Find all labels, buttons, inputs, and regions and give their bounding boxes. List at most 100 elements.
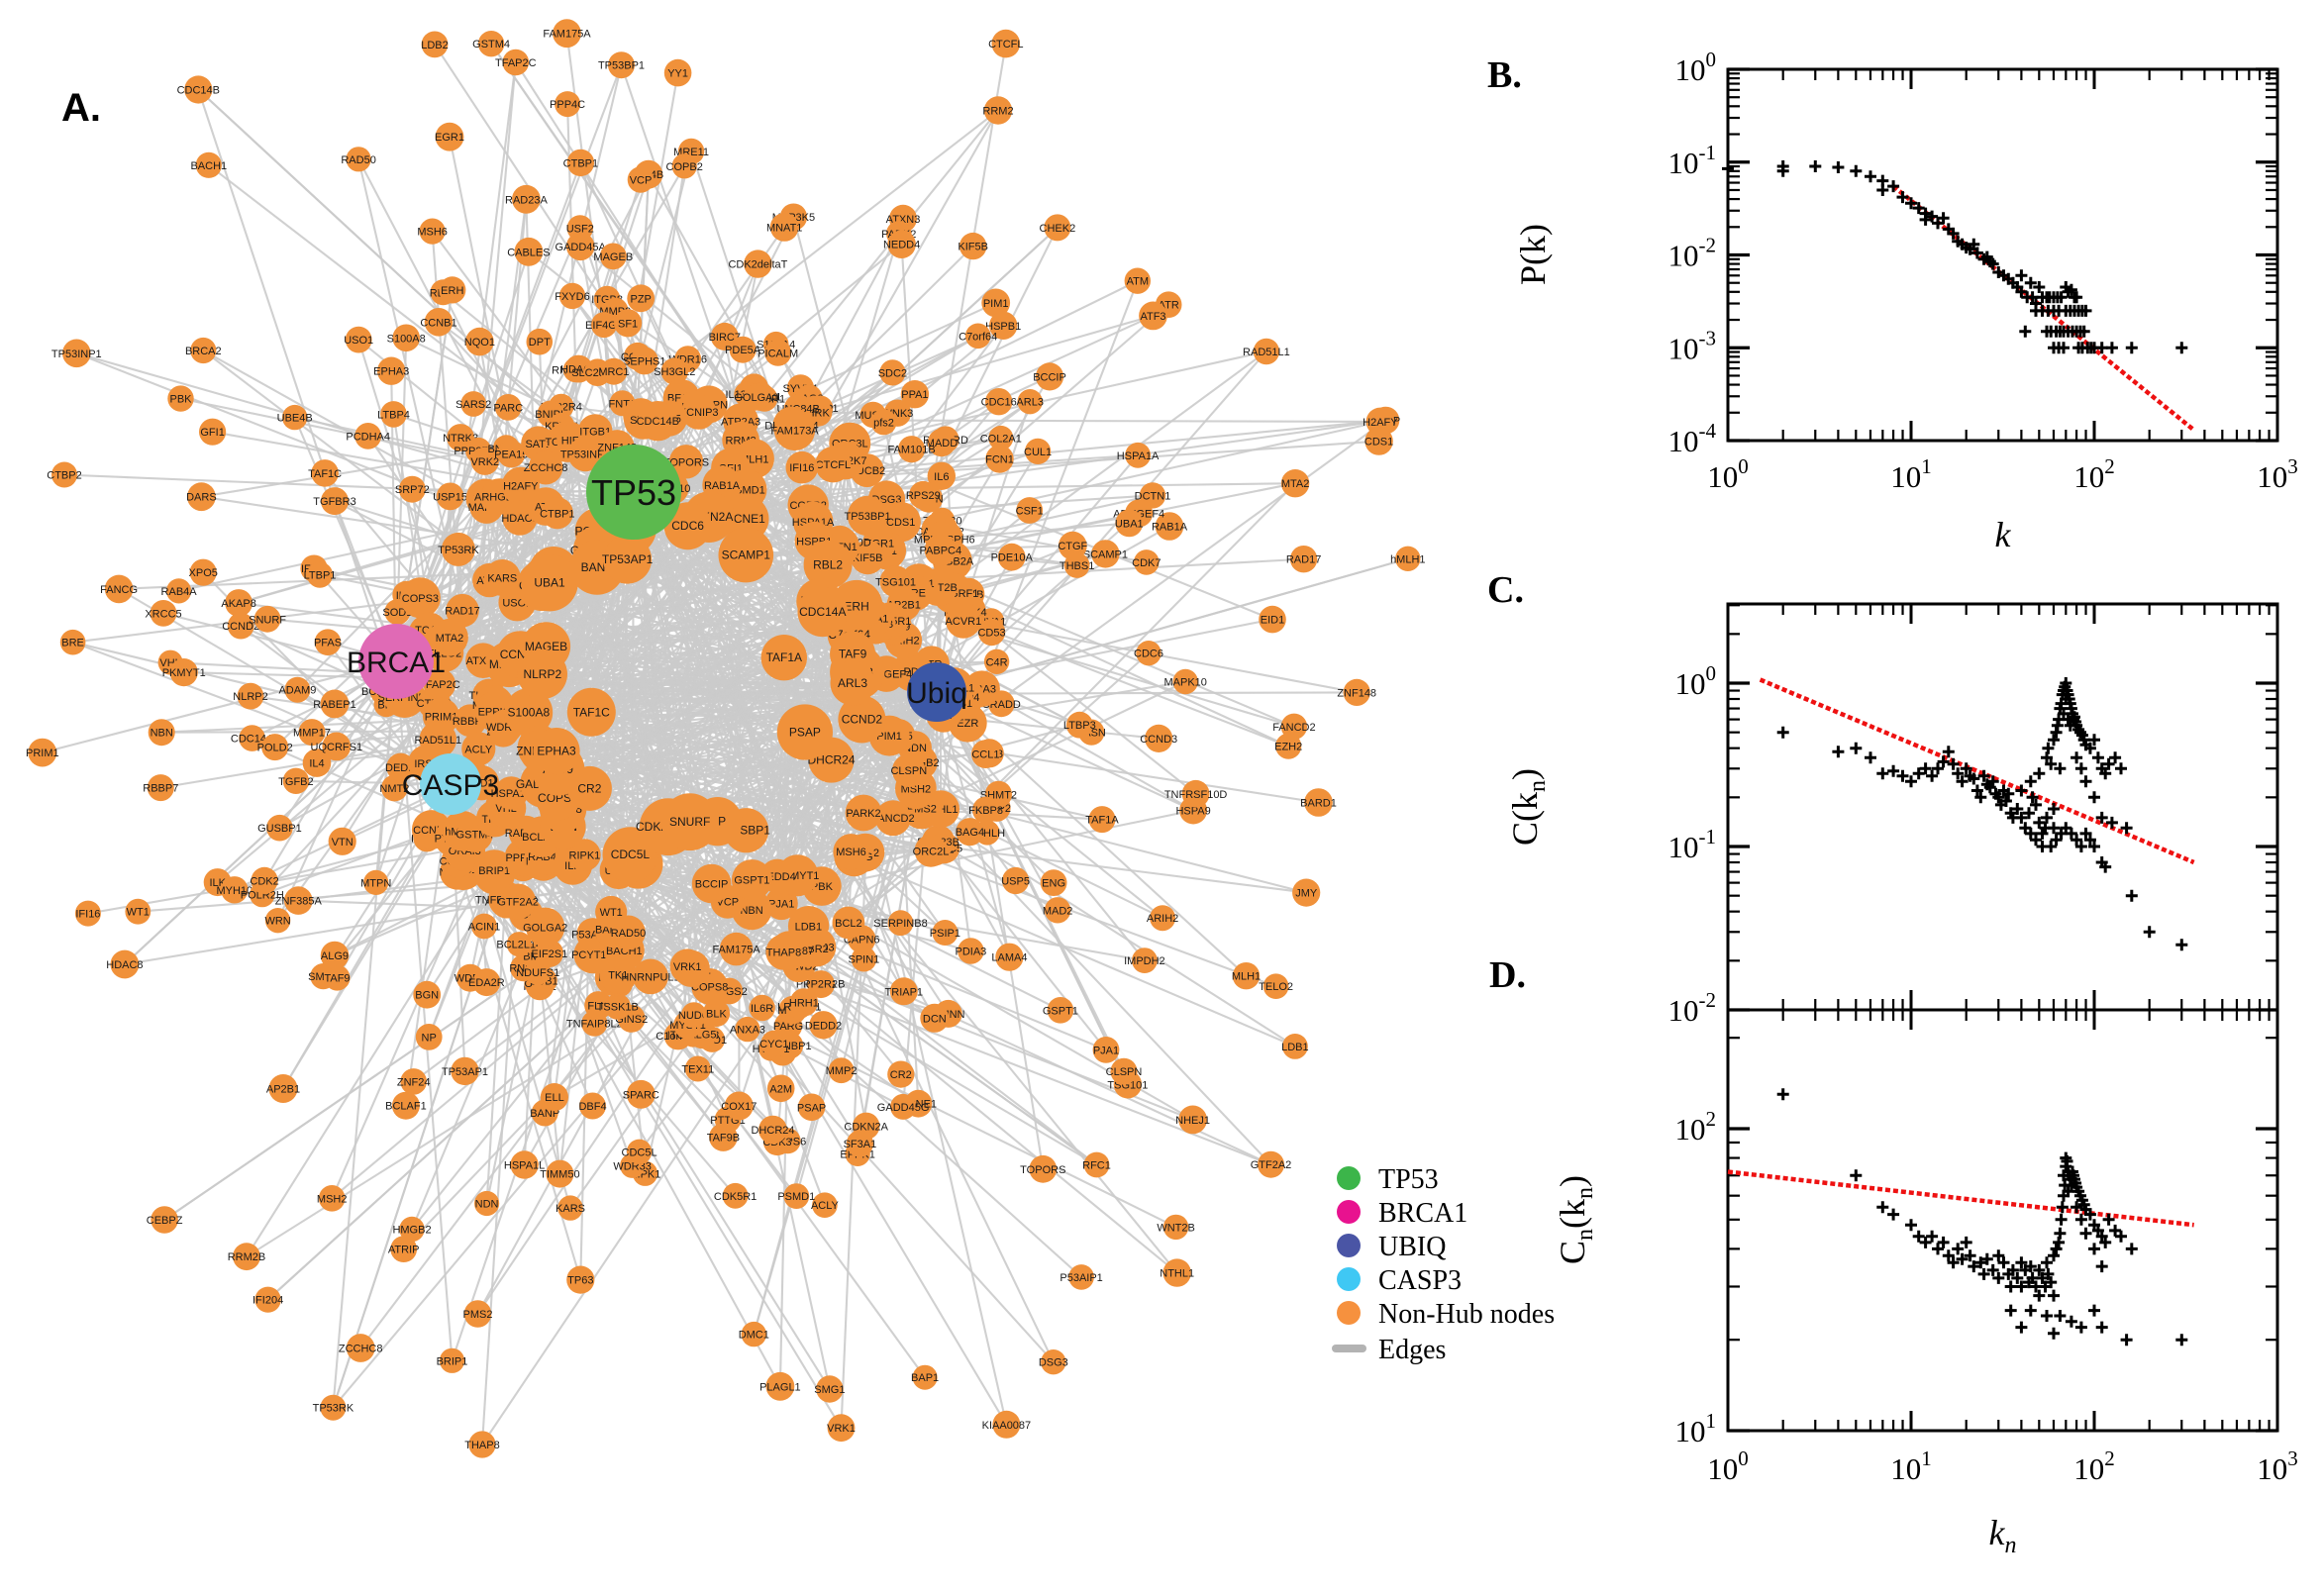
data-point: [1865, 751, 1876, 764]
network-node-label: BRIP1: [437, 1355, 468, 1367]
network-node: [1025, 438, 1052, 464]
network-node-label: NEDD4: [883, 240, 920, 251]
network-node-label: NLRP2: [233, 691, 267, 703]
network-node: [320, 1394, 347, 1421]
legend: TP53 BRCA1 UBIQ CASP3 Non-Hub nodes Edge…: [1332, 1164, 1555, 1365]
data-point: [1999, 795, 2012, 807]
network-node: [983, 648, 1010, 674]
network-node-label: CDC5L: [611, 848, 651, 861]
network-node-label: LAMA4: [991, 952, 1027, 964]
network-node-label: AP2B1: [266, 1084, 300, 1096]
network-node-label: PJA1: [1093, 1045, 1119, 1056]
network-node: [380, 401, 407, 428]
data-point: [2065, 827, 2077, 840]
network-node-label: SF1: [618, 318, 638, 330]
network-edge: [212, 431, 521, 487]
axis-tick-label: 10-3: [1668, 326, 1717, 365]
network-node-label: NHEJ1: [1175, 1115, 1210, 1127]
data-point: [2055, 1213, 2068, 1226]
network-node: [731, 859, 772, 901]
network-node: [1178, 1105, 1207, 1135]
network-node: [169, 658, 198, 687]
data-point: [2033, 1263, 2046, 1276]
network-node: [853, 1112, 880, 1141]
network-node-label: MADD: [926, 438, 958, 449]
network-node: [1110, 1057, 1138, 1085]
data-point: [2033, 1289, 2046, 1302]
network-edge: [936, 401, 1032, 693]
network-node-label: RBBP7: [143, 783, 178, 795]
data-point: [1964, 1249, 1976, 1262]
network-node: [614, 309, 643, 338]
network-node: [74, 900, 101, 927]
data-point: [2074, 841, 2087, 852]
data-point: [2048, 1327, 2060, 1340]
network-node: [960, 232, 987, 260]
tp53-dot-icon: [1337, 1166, 1361, 1190]
data-point: [2175, 939, 2188, 951]
network-node-label: SNURF: [249, 614, 286, 626]
network-node: [187, 482, 216, 512]
network-node-label: YY1: [667, 68, 688, 80]
network-node-label: SCAMP1: [722, 549, 771, 562]
data-point: [2041, 1256, 2053, 1269]
data-point: [2033, 767, 2046, 780]
network-node: [591, 312, 617, 339]
network-node: [415, 1024, 443, 1050]
network-node-label: TSG101: [875, 576, 916, 588]
network-node-label: PEA15: [494, 449, 528, 461]
data-point: [1952, 1243, 1965, 1255]
network-node-label: TAF1C: [308, 468, 342, 480]
network-edge: [622, 478, 850, 924]
network-node: [729, 336, 757, 363]
network-node: [1364, 427, 1393, 455]
network-node-label: FCN1: [985, 454, 1014, 466]
network-node-label: C7orf64: [959, 331, 997, 343]
fit-line: [1727, 1169, 2194, 1228]
network-node: [1162, 1258, 1191, 1287]
network-node-label: CTBP1: [563, 157, 598, 169]
network-node-label: ARL3: [838, 676, 867, 690]
network-node-label: COPB2: [666, 161, 703, 173]
network-node-label: PDIA3: [956, 947, 987, 958]
network-node: [680, 1002, 707, 1029]
data-point: [2074, 1213, 2087, 1226]
network-node-label: RBL2: [813, 557, 843, 571]
data-point: [1887, 1208, 1900, 1221]
network-node: [789, 988, 819, 1017]
data-point: [1992, 1249, 2005, 1262]
network-node: [1134, 549, 1160, 575]
network-node-label: ZNF385A: [275, 896, 323, 908]
network-node-label: EGR1: [435, 132, 464, 144]
data-point: [2074, 762, 2087, 775]
network-node: [890, 1093, 917, 1120]
network-edge: [936, 454, 1139, 693]
network-node-label: CCND2: [222, 621, 259, 633]
network-node-label: TP53INP1: [560, 449, 611, 461]
data-point: [1912, 767, 1925, 780]
data-point: [2095, 1321, 2108, 1334]
data-point: [1876, 1201, 1889, 1214]
data-point: [2175, 342, 2188, 354]
network-node: [386, 752, 415, 782]
network-node-label: BLK: [706, 1008, 727, 1020]
data-point: [1937, 1236, 1950, 1248]
network-node-label: HRK: [807, 408, 831, 420]
data-point: [1947, 1256, 1960, 1269]
axis-tick-label: 103: [2257, 1446, 2298, 1486]
network-node: [282, 404, 308, 431]
data-point: [1912, 202, 1925, 215]
network-node-label: TFAP2C: [419, 679, 460, 691]
network-node: [630, 347, 658, 375]
network-node: [189, 558, 217, 586]
network-node: [311, 459, 339, 487]
data-point: [1977, 769, 1990, 782]
network-node-label: POLR2H: [241, 890, 284, 902]
network-node: [328, 827, 356, 855]
network-node: [776, 704, 834, 760]
data-point: [2105, 342, 2118, 354]
hub-node-casp3: [420, 753, 481, 815]
network-node-label: RAD51L1: [1243, 347, 1290, 358]
network-node-label: pfs2: [873, 417, 894, 429]
network-node: [669, 948, 705, 984]
